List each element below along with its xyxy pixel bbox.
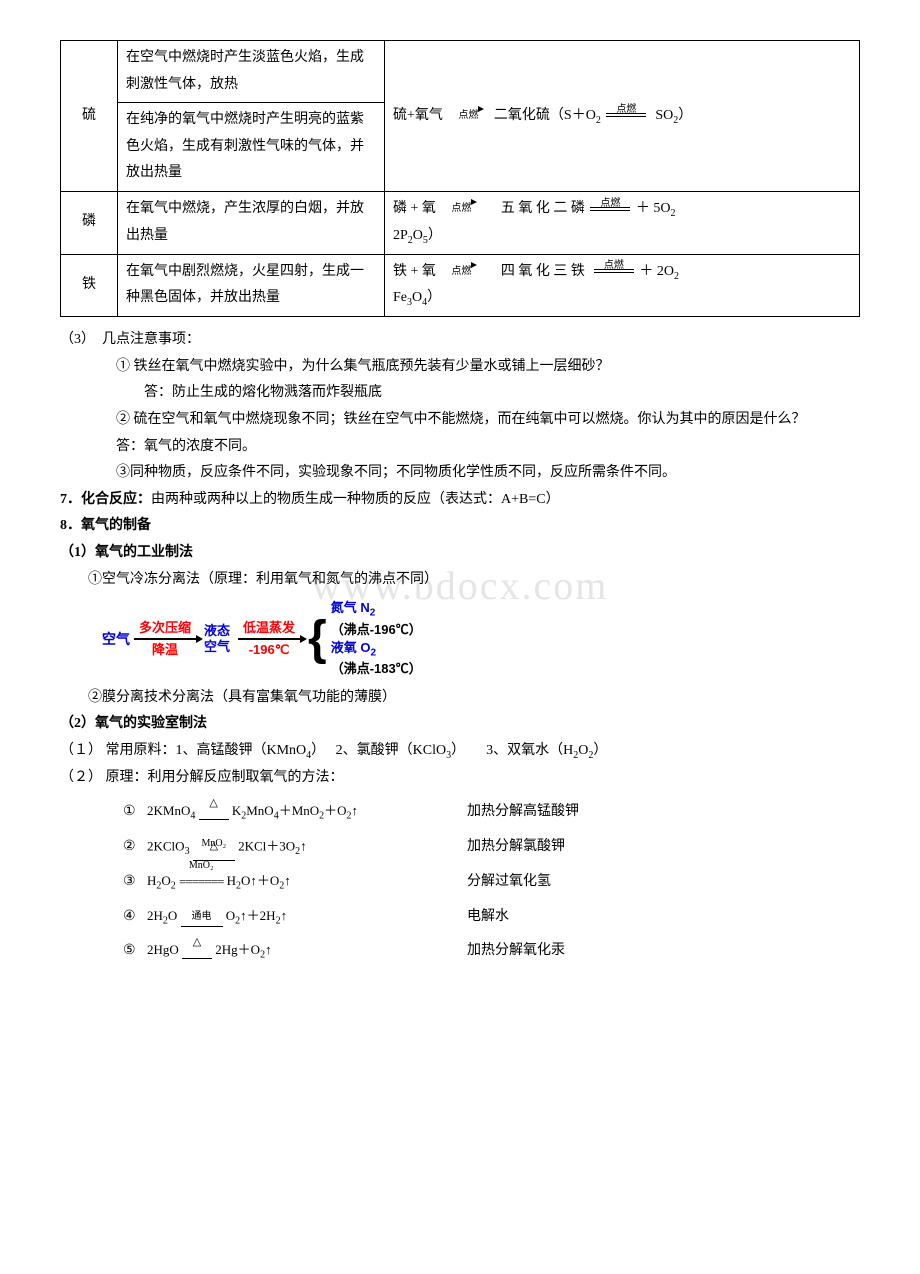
reaction-num: ③ — [123, 869, 147, 896]
arrow-icon — [134, 638, 196, 640]
diagram-step2: 低温蒸发 -196℃ — [238, 620, 300, 657]
reaction-row: ③ H2O2 MnO₂ ======= H2O↑＋O2↑ 分解过氧化氢 — [123, 869, 860, 896]
note-q1: ① 铁丝在氧气中燃烧实验中，为什么集气瓶底预先装有少量水或铺上一层细砂？ — [116, 354, 860, 381]
line2-mid: O — [412, 290, 422, 305]
line2-mid: O — [413, 228, 423, 243]
reaction-row: ④ 2H2O 通电 O2↑＋2H2↑ 电解水 — [123, 904, 860, 931]
reaction-desc: 加热分解高锰酸钾 — [467, 799, 579, 826]
arrow-icon — [238, 638, 300, 640]
obs-cell: 在氧气中燃烧，产生浓厚的白烟，并放出热量 — [118, 191, 385, 254]
word-eq-pre: 铁 + 氧 — [393, 264, 436, 279]
sec8-sub1-li2: ②膜分离技术分离法（具有富集氧气功能的薄膜） — [88, 685, 860, 712]
equals-icon: 点燃 — [590, 207, 630, 211]
diagram-step1: 多次压缩 降温 — [134, 620, 196, 657]
word-eq-pre: 磷 + 氧 — [393, 201, 436, 216]
word-eq-post: 五 氧 化 二 磷 — [501, 201, 585, 216]
triangle-icon — [199, 805, 229, 820]
line2: Fe — [393, 290, 407, 305]
n2-bp: （沸点-196℃） — [331, 621, 422, 639]
element-cell: 磷 — [61, 191, 118, 254]
reaction-eqn: H2O2 MnO₂ ======= H2O↑＋O2↑ — [147, 869, 467, 896]
element-cell: 铁 — [61, 254, 118, 317]
line2: 2P — [393, 228, 408, 243]
reaction-num: ① — [123, 799, 147, 826]
o2-bp: （沸点-183℃） — [331, 660, 422, 678]
diagram-liquid: 液态 空气 — [204, 623, 230, 654]
reaction-eqn: 2KMnO4 K2MnO4＋MnO2＋O2↑ — [147, 799, 467, 826]
element-cell: 硫 — [61, 41, 118, 192]
o2-label: 液氧 O — [331, 640, 371, 655]
word-eq-post: 四 氧 化 三 铁 — [501, 264, 585, 279]
word-eq-pre: 硫+氧气 — [393, 108, 443, 123]
page-content: 硫 在空气中燃烧时产生淡蓝色火焰，生成刺激性气体，放热 硫+氧气 点燃 二氧化硫… — [60, 40, 860, 965]
reaction-num: ② — [123, 834, 147, 861]
note-q2: ② 硫在空气和氧气中燃烧现象不同；铁丝在空气中不能燃烧，而在纯氧中可以燃烧。你认… — [116, 407, 860, 460]
equation-cell: 磷 + 氧 点燃 五 氧 化 二 磷 点燃 ＋ 5O2 2P2O5） — [385, 191, 860, 254]
sec8-sub1-li1: ①空气冷冻分离法（原理：利用氧气和氮气的沸点不同） — [88, 567, 860, 594]
sec7-title: 7．化合反应： — [60, 492, 151, 507]
reaction-row: ① 2KMnO4 K2MnO4＋MnO2＋O2↑ 加热分解高锰酸钾 — [123, 799, 860, 826]
notes-header: （3） 几点注意事项： — [60, 327, 860, 354]
obs-cell: 在纯净的氧气中燃烧时产生明亮的蓝紫色火焰，生成有刺激性气味的气体，并放出热量 — [118, 103, 385, 192]
right-part: ＋ 2O — [639, 264, 674, 279]
subscript: 2 — [370, 608, 376, 619]
sec8-sub1-title: （1）氧气的工业制法 — [60, 540, 860, 567]
obs-cell: 在空气中燃烧时产生淡蓝色火焰，生成刺激性气体，放热 — [118, 41, 385, 103]
sec8-sub2-li2: （２） 原理：利用分解反应制取氧气的方法： — [60, 765, 860, 792]
table-row: 硫 在空气中燃烧时产生淡蓝色火焰，生成刺激性气体，放热 硫+氧气 点燃 二氧化硫… — [61, 41, 860, 103]
triangle-icon — [182, 944, 212, 959]
subscript: 2 — [674, 270, 679, 281]
sec8-sub2-title: （2）氧气的实验室制法 — [60, 711, 860, 738]
reaction-row: ② 2KClO3 MnO₂ 2KCl＋3O2↑ 加热分解氯酸钾 — [123, 834, 860, 861]
table-row: 磷 在氧气中燃烧，产生浓厚的白烟，并放出热量 磷 + 氧 点燃 五 氧 化 二 … — [61, 191, 860, 254]
reaction-desc: 分解过氧化氢 — [467, 869, 551, 896]
mno2-label: MnO₂ — [179, 856, 223, 875]
electrolysis-icon: 通电 — [181, 907, 223, 927]
reaction-desc: 加热分解氯酸钾 — [467, 834, 565, 861]
arrow-icon: 点燃 — [439, 199, 483, 218]
reaction-eqn: 2H2O 通电 O2↑＋2H2↑ — [147, 904, 467, 931]
equation-cell: 铁 + 氧 点燃 四 氧 化 三 铁 点燃 ＋ 2O2 Fe3O4） — [385, 254, 860, 317]
obs-cell: 在氧气中剧烈燃烧，火星四射，生成一种黑色固体，并放出热量 — [118, 254, 385, 317]
note-a1: 答：防止生成的熔化物溅落而炸裂瓶底 — [144, 380, 860, 407]
subscript: 2 — [671, 208, 676, 219]
subscript: 2 — [596, 114, 601, 125]
equals-icon: 点燃 — [594, 269, 634, 273]
reaction-num: ④ — [123, 904, 147, 931]
close-paren: ） — [427, 290, 441, 305]
reactions-list: ① 2KMnO4 K2MnO4＋MnO2＋O2↑ 加热分解高锰酸钾 ② 2KCl… — [60, 799, 860, 964]
combustion-table: 硫 在空气中燃烧时产生淡蓝色火焰，生成刺激性气体，放热 硫+氧气 点燃 二氧化硫… — [60, 40, 860, 317]
subscript: 2 — [370, 647, 376, 658]
reaction-desc: 加热分解氧化汞 — [467, 938, 565, 965]
equation-cell: 硫+氧气 点燃 二氧化硫（S＋O2 点燃 SO2） — [385, 41, 860, 192]
brace-icon: { — [308, 615, 327, 663]
product: SO — [655, 108, 673, 123]
diagram-outputs: 氮气 N2 （沸点-196℃） 液氧 O2 （沸点-183℃） — [331, 599, 422, 679]
n2-label: 氮气 N — [331, 600, 370, 615]
close-paren: ） — [428, 228, 442, 243]
sec8-title: 8．氧气的制备 — [60, 513, 860, 540]
table-row: 铁 在氧气中剧烈燃烧，火星四射，生成一种黑色固体，并放出热量 铁 + 氧 点燃 … — [61, 254, 860, 317]
arrow-icon: 点燃 — [446, 106, 490, 125]
right-part: ＋ 5O — [636, 201, 671, 216]
word-eq-post: 二氧化硫（S＋O — [494, 108, 596, 123]
air-separation-diagram: 空气 多次压缩 降温 液态 空气 低温蒸发 -196℃ { 氮气 N2 （沸点-… — [102, 599, 860, 679]
sec8-sub2-li1: （１） 常用原料：1、高锰酸钾（KMnO4） 2、氯酸钾（KClO3） 3、双氧… — [60, 738, 860, 765]
reaction-eqn: 2HgO 2Hg＋O2↑ — [147, 938, 467, 965]
sec7: 7．化合反应：由两种或两种以上的物质生成一种物质的反应（表达式：A+B=C） — [60, 487, 860, 514]
close-paren: ） — [678, 108, 692, 123]
note-q3: ③同种物质，反应条件不同，实验现象不同；不同物质化学性质不同，反应所需条件不同。 — [116, 460, 860, 487]
reaction-num: ⑤ — [123, 938, 147, 965]
equals-icon: 点燃 — [606, 113, 646, 117]
sec7-body: 由两种或两种以上的物质生成一种物质的反应（表达式：A+B=C） — [151, 492, 560, 507]
reaction-row: ⑤ 2HgO 2Hg＋O2↑ 加热分解氧化汞 — [123, 938, 860, 965]
diagram-air: 空气 — [102, 626, 130, 653]
arrow-icon: 点燃 — [439, 262, 483, 281]
reaction-desc: 电解水 — [467, 904, 509, 931]
